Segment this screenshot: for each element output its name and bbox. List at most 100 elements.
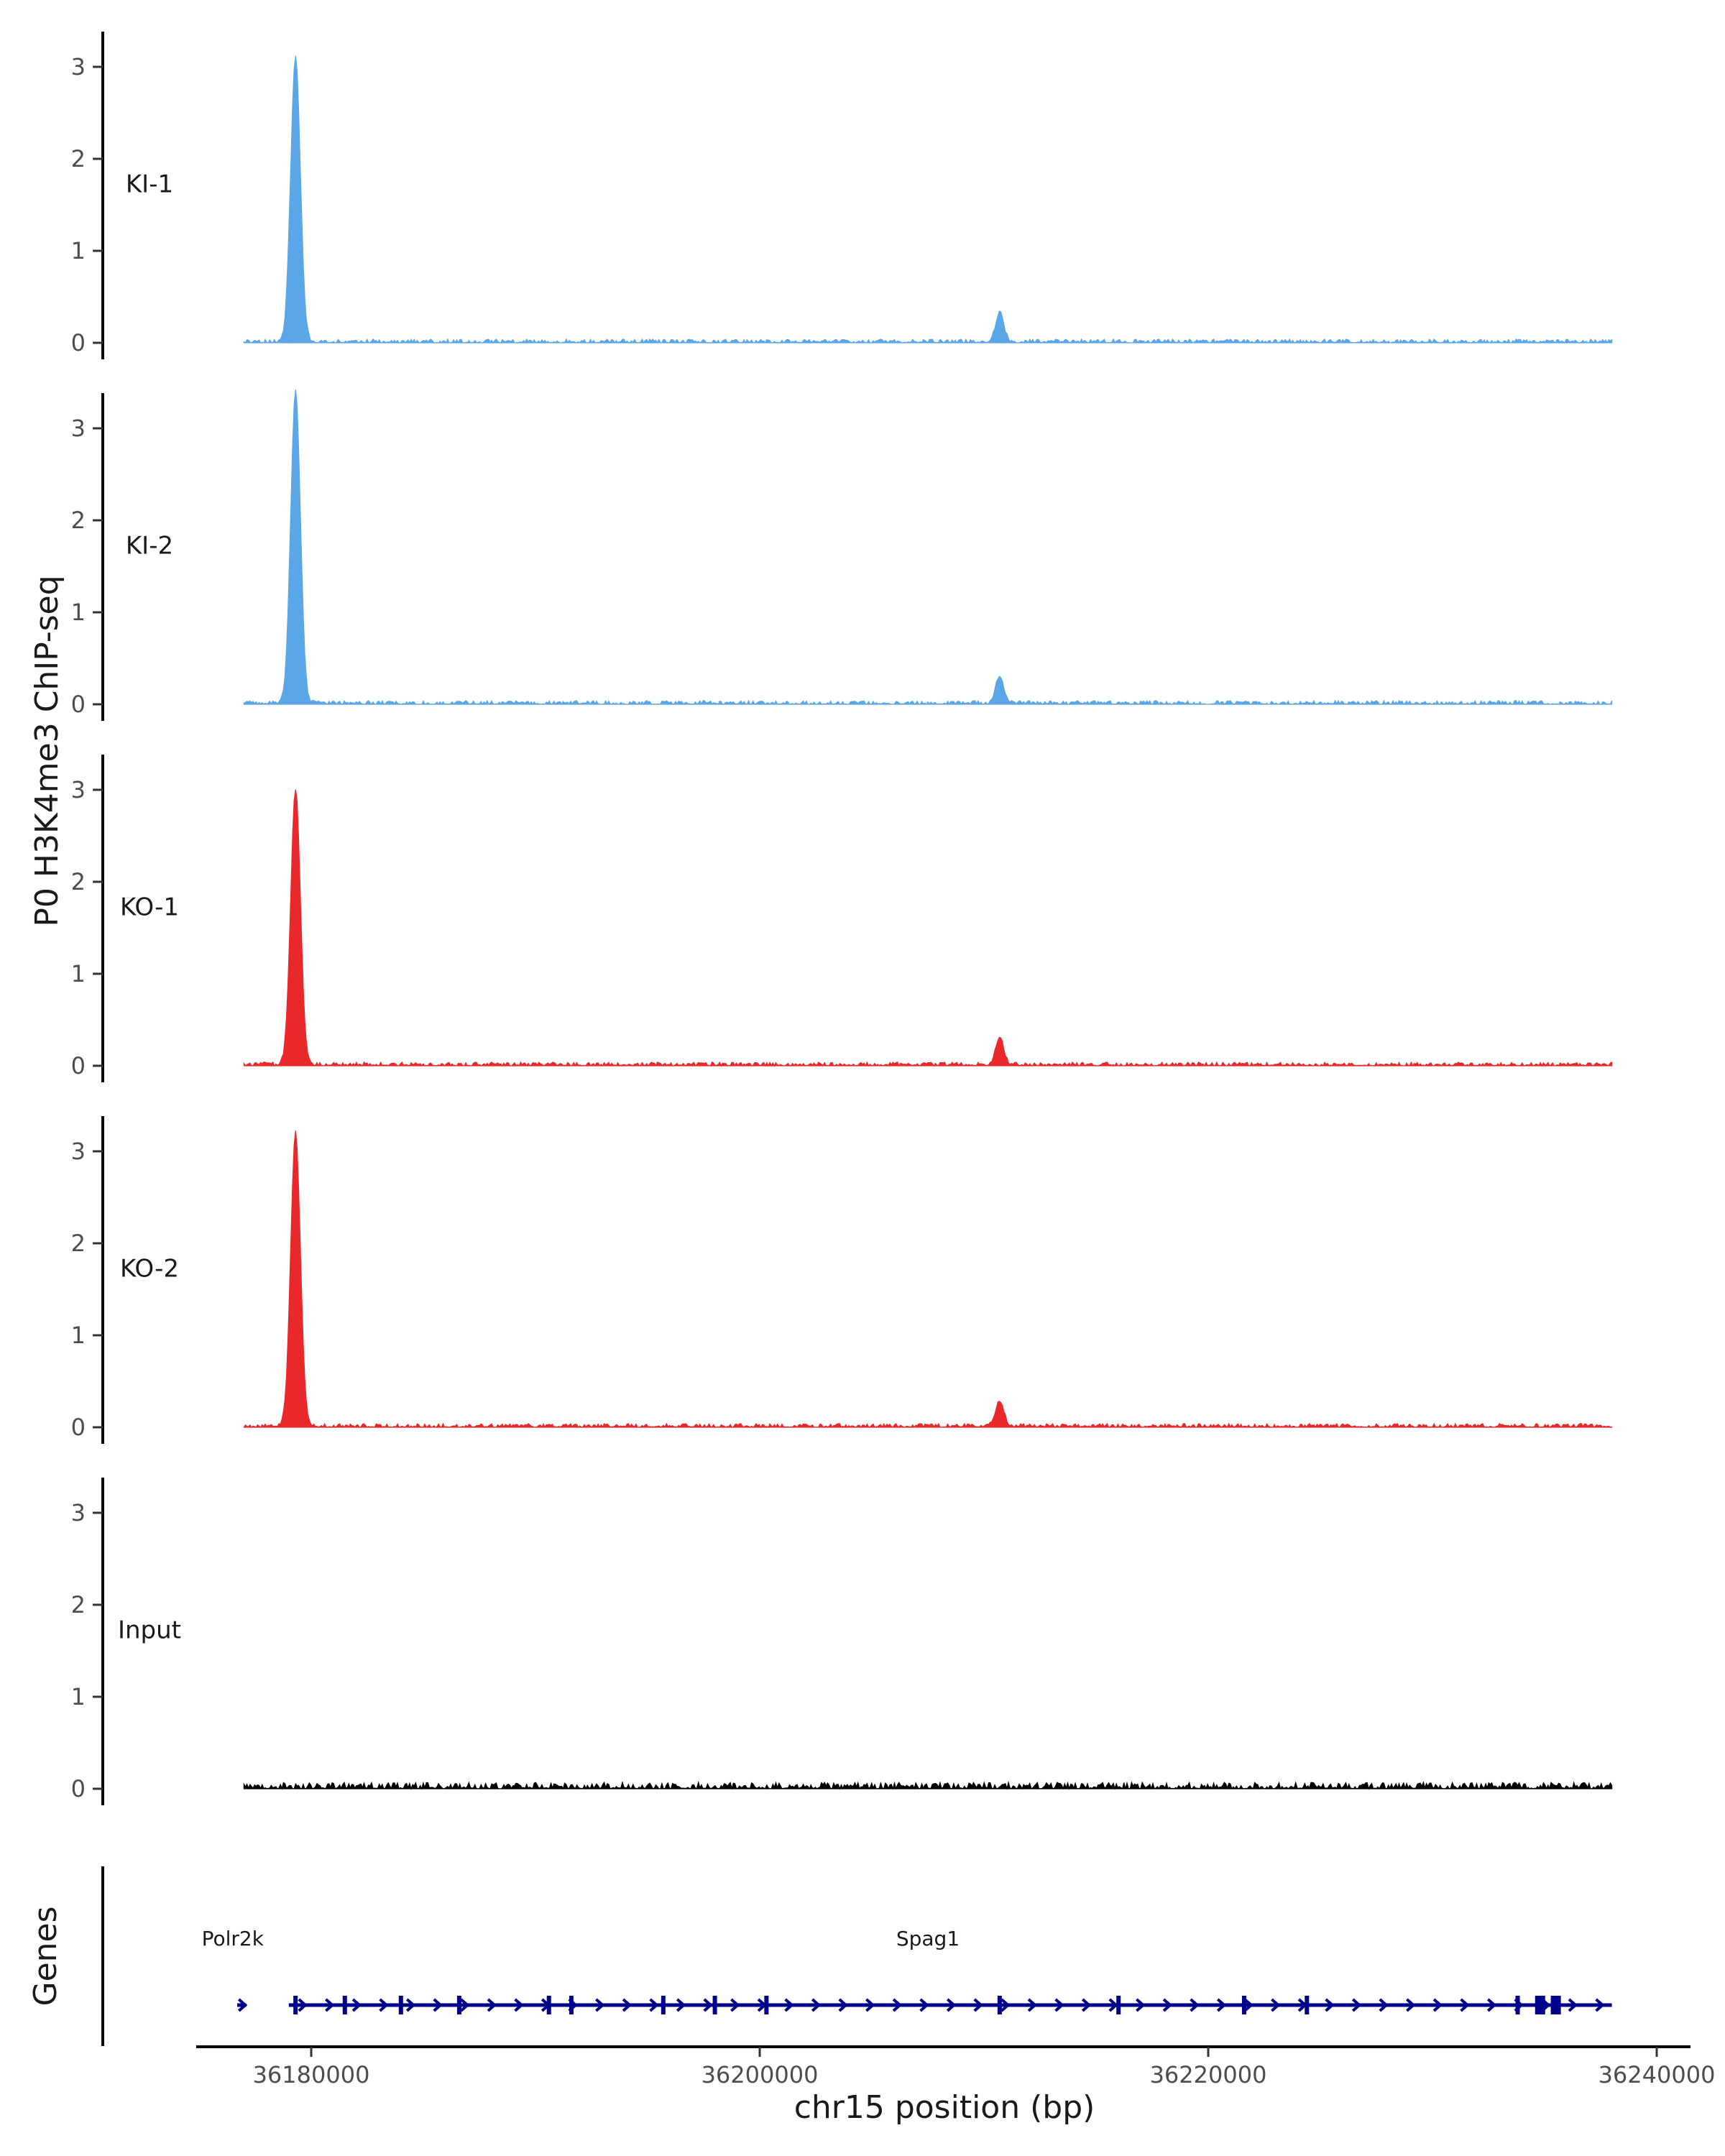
strand-arrow	[325, 1998, 335, 2012]
strand-arrow	[433, 1998, 443, 2012]
signal-area	[243, 1780, 1613, 1790]
strand-arrow	[676, 1998, 686, 2012]
y-tick-label: 0	[71, 1414, 86, 1441]
track-ki-2: 0 1 2 3 KI-2	[71, 389, 1613, 721]
genes-track-title: Genes	[27, 1906, 64, 2006]
y-tick-label: 1	[71, 1322, 86, 1349]
genes-track: Genes Polr2k Spag1	[27, 1866, 1612, 2046]
exon-block	[293, 1996, 298, 2014]
signal-area	[243, 389, 1613, 706]
strand-arrow	[1216, 1998, 1227, 2012]
y-tick-label: 1	[71, 599, 86, 626]
strand-arrow	[784, 1998, 794, 2012]
y-tick-label: 3	[71, 415, 86, 442]
strand-arrow	[1325, 1998, 1335, 2012]
strand-arrow	[1486, 1998, 1497, 2012]
strand-arrow	[892, 1998, 903, 2012]
signal-tracks: 0 1 2 3 KI-1 0 1 2 3 KI-2 0 1 2 3 KO-1 0 1 2 3 KO-2 0 1 2 3 Inpu…	[71, 32, 1613, 1805]
exon-block	[712, 1996, 717, 2014]
strand-arrow	[622, 1998, 632, 2012]
signal-area	[243, 1130, 1613, 1429]
strand-arrow	[838, 1998, 848, 2012]
y-tick-label: 0	[71, 1052, 86, 1079]
strand-arrow	[1595, 1998, 1605, 2012]
strand-arrow	[1351, 1998, 1362, 2012]
strand-arrow	[351, 1998, 362, 2012]
exon-block	[1116, 1996, 1121, 2014]
gene-label: Spag1	[896, 1927, 960, 1950]
strand-arrow	[514, 1998, 524, 2012]
y-tick-label: 0	[71, 691, 86, 718]
strand-arrow	[1460, 1998, 1470, 2012]
strand-arrow	[237, 1998, 248, 2012]
x-tick-label: 36240000	[1598, 2061, 1716, 2088]
track-label: KI-2	[126, 532, 173, 561]
strand-arrow	[703, 1998, 713, 2012]
y-axis-title: P0 H3K4me3 ChIP-seq	[29, 575, 65, 926]
x-tick-label: 36180000	[253, 2061, 370, 2088]
x-axis: 36180000 36200000 36220000 36240000	[196, 2045, 1716, 2088]
strand-arrow	[1054, 1998, 1064, 2012]
exon-block	[661, 1996, 666, 2014]
gene-polr2k: Polr2k	[202, 1927, 264, 2012]
strand-arrow	[595, 1998, 605, 2012]
strand-arrow	[1568, 1998, 1578, 2012]
track-input: 0 1 2 3 Input	[71, 1478, 1613, 1805]
y-tick-label: 2	[71, 1591, 86, 1618]
x-tick-label: 36220000	[1150, 2061, 1267, 2088]
exon-block	[997, 1996, 1002, 2014]
exon-block	[456, 1996, 461, 2014]
y-tick-label: 1	[71, 960, 86, 987]
signal-area	[243, 789, 1613, 1067]
y-tick-label: 1	[71, 1683, 86, 1710]
strand-arrow	[1027, 1998, 1038, 2012]
x-axis-title: chr15 position (bp)	[794, 2089, 1095, 2126]
exon-block	[1241, 1996, 1246, 2014]
exon-block	[764, 1996, 769, 2014]
track-ko-1: 0 1 2 3 KO-1	[71, 755, 1613, 1082]
gene-spag1: Spag1	[288, 1927, 1612, 2012]
strand-arrow	[1000, 1998, 1011, 2012]
strand-arrow	[487, 1998, 497, 2012]
strand-arrow	[1190, 1998, 1200, 2012]
strand-arrow	[649, 1998, 659, 2012]
strand-arrow	[946, 1998, 957, 2012]
track-ko-2: 0 1 2 3 KO-2	[71, 1116, 1613, 1444]
exon-block	[1535, 1996, 1545, 2014]
strand-arrow	[1432, 1998, 1443, 2012]
track-label: KI-1	[126, 170, 173, 199]
strand-arrow	[1108, 1998, 1118, 2012]
track-ki-1: 0 1 2 3 KI-1	[71, 32, 1613, 359]
exon-block	[1515, 1996, 1520, 2014]
strand-arrow	[919, 1998, 929, 2012]
track-label: KO-1	[120, 893, 179, 922]
exon-block	[1305, 1996, 1310, 2014]
strand-arrow	[1136, 1998, 1146, 2012]
exon-block	[569, 1996, 574, 2014]
strand-arrow	[730, 1998, 740, 2012]
y-tick-label: 0	[71, 329, 86, 356]
y-tick-label: 2	[71, 868, 86, 895]
y-tick-label: 3	[71, 53, 86, 80]
exon-block	[398, 1996, 403, 2014]
y-tick-label: 1	[71, 237, 86, 264]
strand-arrow	[1379, 1998, 1389, 2012]
exon-block	[342, 1996, 347, 2014]
y-tick-label: 3	[71, 776, 86, 803]
strand-arrow	[1406, 1998, 1416, 2012]
y-tick-label: 3	[71, 1138, 86, 1165]
y-tick-label: 3	[71, 1499, 86, 1526]
strand-arrow	[1271, 1998, 1281, 2012]
signal-area	[243, 55, 1613, 344]
strand-arrow	[460, 1998, 470, 2012]
strand-arrow	[1243, 1998, 1254, 2012]
strand-arrow	[865, 1998, 875, 2012]
exon-block	[1550, 1996, 1561, 2014]
strand-arrow	[1162, 1998, 1173, 2012]
exon-block	[546, 1996, 551, 2014]
x-tick-label: 36200000	[702, 2061, 819, 2088]
strand-arrow	[811, 1998, 822, 2012]
strand-arrow	[973, 1998, 983, 2012]
strand-arrow	[379, 1998, 389, 2012]
